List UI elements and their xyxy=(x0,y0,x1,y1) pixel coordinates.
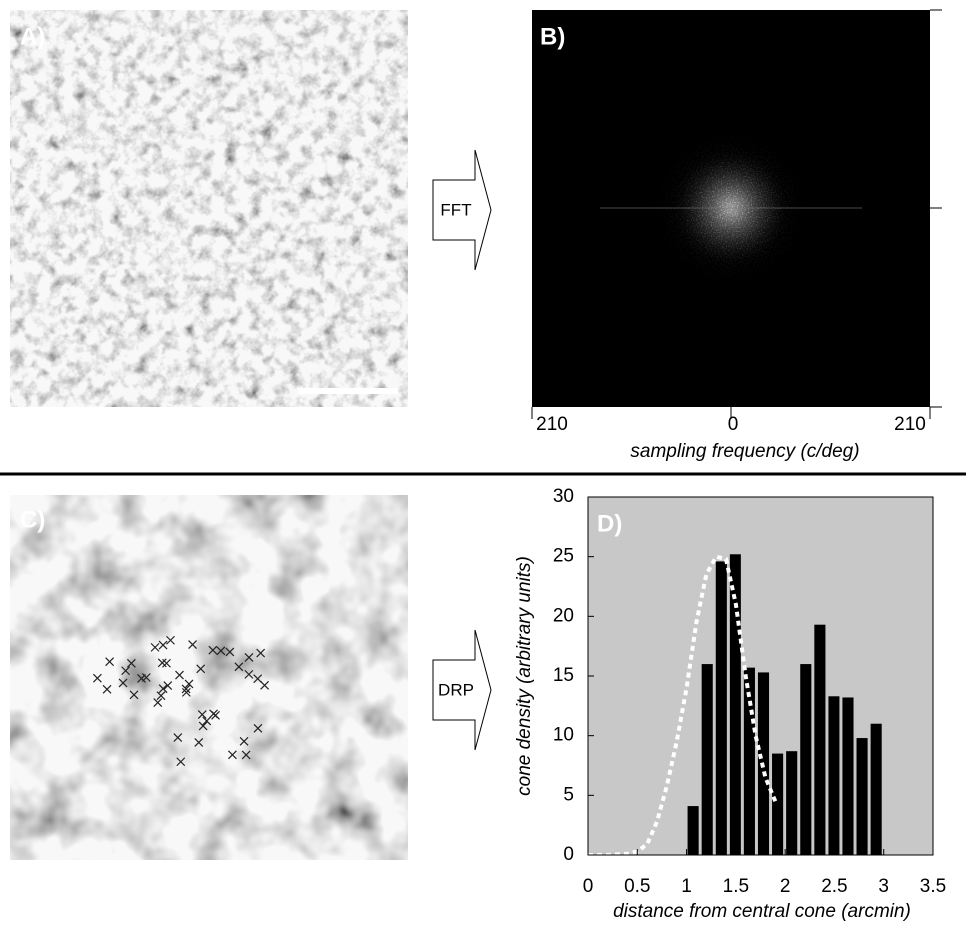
cone-marker xyxy=(118,678,128,688)
y-tick-label: 30 xyxy=(553,486,574,507)
cone-marker xyxy=(126,658,136,668)
arrow xyxy=(432,149,492,271)
cone-marker xyxy=(209,709,218,719)
x-tick-label: 2 xyxy=(780,876,791,897)
cone-marker xyxy=(102,684,112,694)
bar xyxy=(687,806,699,855)
bar xyxy=(743,667,755,855)
bar xyxy=(800,664,812,855)
cone-marker xyxy=(253,723,263,733)
cone-marker xyxy=(256,648,266,658)
cone-marker xyxy=(105,657,115,667)
fit-curve xyxy=(588,554,778,857)
cone-marker xyxy=(158,640,168,650)
bar xyxy=(701,664,713,855)
cone-markers xyxy=(92,635,270,767)
cone-marker xyxy=(129,690,139,700)
cone-marker xyxy=(234,662,244,672)
bar xyxy=(772,753,784,855)
cone-marker xyxy=(198,721,208,731)
x-tick-label: 3.5 xyxy=(920,876,946,897)
x-tick-label: 1 xyxy=(681,876,692,897)
cone-marker xyxy=(158,684,168,694)
cone-marker xyxy=(253,674,263,684)
x-tick-label: 2.5 xyxy=(821,876,847,897)
x-axis-title: distance from central cone (arcmin) xyxy=(613,901,911,922)
panel-label: A) xyxy=(20,23,45,50)
cone-marker xyxy=(208,645,218,655)
bar xyxy=(870,723,882,855)
cone-marker xyxy=(175,670,184,680)
cone-marker xyxy=(156,691,166,701)
bar xyxy=(828,696,840,855)
y-tick-label: 5 xyxy=(563,784,574,805)
y-tick-label: 15 xyxy=(553,665,574,686)
panel-label: B) xyxy=(540,23,565,50)
x-tick-label: 0 xyxy=(583,876,594,897)
image-texture xyxy=(10,10,408,407)
bar xyxy=(814,624,826,855)
arrow-label: DRP xyxy=(438,680,474,699)
cone-marker xyxy=(260,680,270,690)
arrow-label: FFT xyxy=(440,200,471,219)
x-tick-label: 210 xyxy=(536,414,568,435)
arrow xyxy=(432,629,492,751)
cone-marker xyxy=(197,710,207,720)
scale-bar xyxy=(298,388,398,394)
cone-marker xyxy=(181,684,191,694)
cone-marker xyxy=(92,673,102,683)
panel-label: D) xyxy=(597,510,622,537)
panel-label: C) xyxy=(20,506,45,533)
bar xyxy=(729,554,741,855)
cone-marker xyxy=(181,687,191,697)
y-tick-label: 0 xyxy=(563,844,574,865)
cone-marker xyxy=(153,698,163,707)
cone-marker xyxy=(184,679,194,689)
y-tick-label: 20 xyxy=(553,605,574,626)
cone-marker xyxy=(176,757,186,767)
cone-marker xyxy=(225,647,235,657)
cone-marker xyxy=(137,674,146,683)
cone-marker xyxy=(241,750,251,760)
cone-marker xyxy=(150,642,160,652)
x-tick-label: 210 xyxy=(894,414,926,435)
cone-marker xyxy=(244,652,254,662)
y-tick-label: 10 xyxy=(553,725,574,746)
cone-marker xyxy=(166,635,175,645)
y-axis-title: cone density (arbitrary units) xyxy=(514,556,535,796)
cone-marker xyxy=(216,646,226,656)
x-axis-title: sampling frequency (c/deg) xyxy=(630,441,859,462)
cone-marker xyxy=(202,716,212,726)
cone-marker xyxy=(196,664,206,674)
x-tick-label: 3 xyxy=(878,876,889,897)
x-tick-label: 1.5 xyxy=(723,876,749,897)
cone-marker xyxy=(173,733,183,743)
bar xyxy=(842,697,854,855)
y-tick-label: 25 xyxy=(553,546,574,567)
image-texture xyxy=(10,495,408,860)
bar xyxy=(856,738,868,855)
cone-marker xyxy=(162,658,171,668)
cone-marker xyxy=(239,736,249,746)
cone-marker xyxy=(188,640,198,649)
cone-marker xyxy=(194,738,204,747)
cone-marker xyxy=(227,750,237,760)
bar xyxy=(715,561,727,855)
cone-marker xyxy=(244,669,254,679)
x-tick-label: 0 xyxy=(728,414,739,435)
x-tick-label: 0.5 xyxy=(624,876,650,897)
bar xyxy=(786,751,798,855)
cone-marker xyxy=(121,666,131,676)
cone-marker xyxy=(163,681,173,691)
